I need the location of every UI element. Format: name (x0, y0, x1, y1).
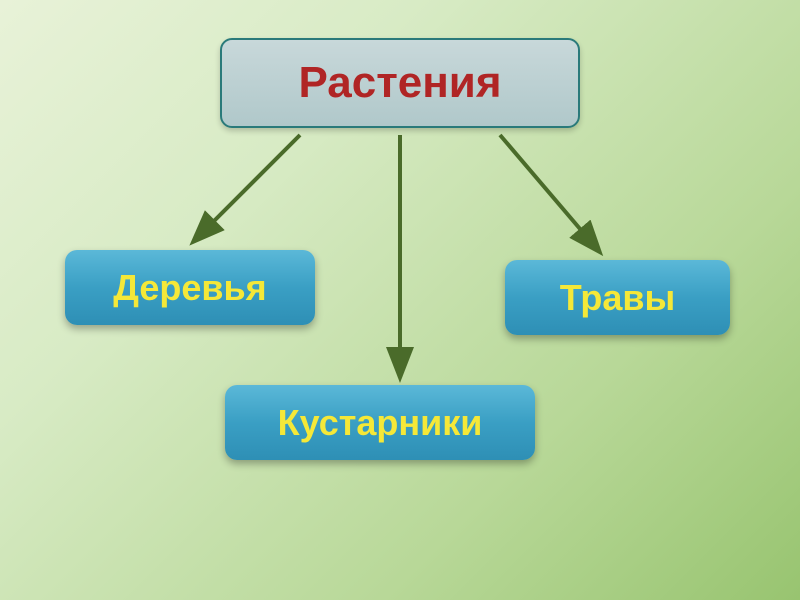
child-label-2: Кустарники (278, 402, 483, 444)
child-node-1: Деревья (65, 250, 315, 325)
child-node-2: Кустарники (225, 385, 535, 460)
root-label: Растения (298, 58, 501, 108)
child-label-3: Травы (560, 277, 676, 319)
child-node-3: Травы (505, 260, 730, 335)
child-label-1: Деревья (113, 267, 266, 309)
root-node: Растения (220, 38, 580, 128)
